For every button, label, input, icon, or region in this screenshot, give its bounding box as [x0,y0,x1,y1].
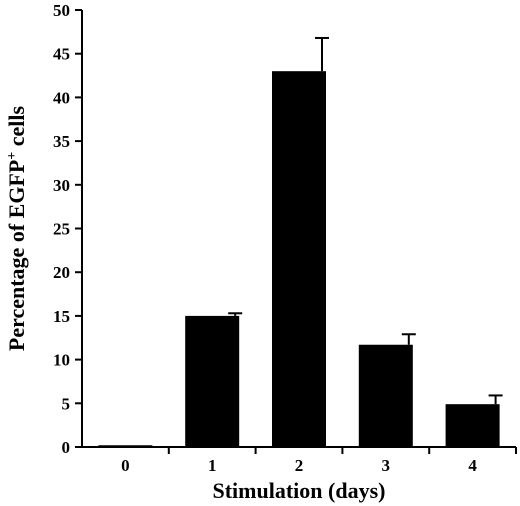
y-axis-title: Percentage of EGFP+ cells [4,105,29,351]
x-tick-label: 4 [468,456,477,475]
y-ticks: 0 5 10 15 20 25 30 35 40 45 50 [53,1,82,457]
y-tick-label: 50 [53,1,70,20]
bar [185,315,240,447]
y-tick-label: 20 [53,263,70,282]
x-tick-label: 0 [121,456,130,475]
y-axis-title-main: Percentage of EGFP [4,160,29,351]
y-tick-label: 25 [53,220,70,239]
y-tick-label: 35 [53,132,70,151]
x-tick-label: 2 [295,456,304,475]
y-tick-label: 10 [53,351,70,370]
y-tick-label: 0 [62,438,71,457]
y-tick-label: 45 [53,45,70,64]
y-tick-label: 30 [53,176,70,195]
y-tick-label: 40 [53,88,70,107]
bar [445,404,500,447]
error-bars [228,36,503,405]
y-axis-title-superscript: + [5,152,20,160]
bar [272,71,326,448]
y-tick-label: 5 [62,394,71,413]
y-tick-label: 15 [53,307,70,326]
x-ticks: 0 1 2 3 4 [121,447,517,475]
bars [98,71,500,448]
x-tick-label: 3 [382,456,391,475]
y-axis-title-suffix: cells [4,105,29,151]
x-axis-title: Stimulation (days) [213,478,386,503]
bar [358,344,413,447]
x-tick-label: 1 [208,456,217,475]
